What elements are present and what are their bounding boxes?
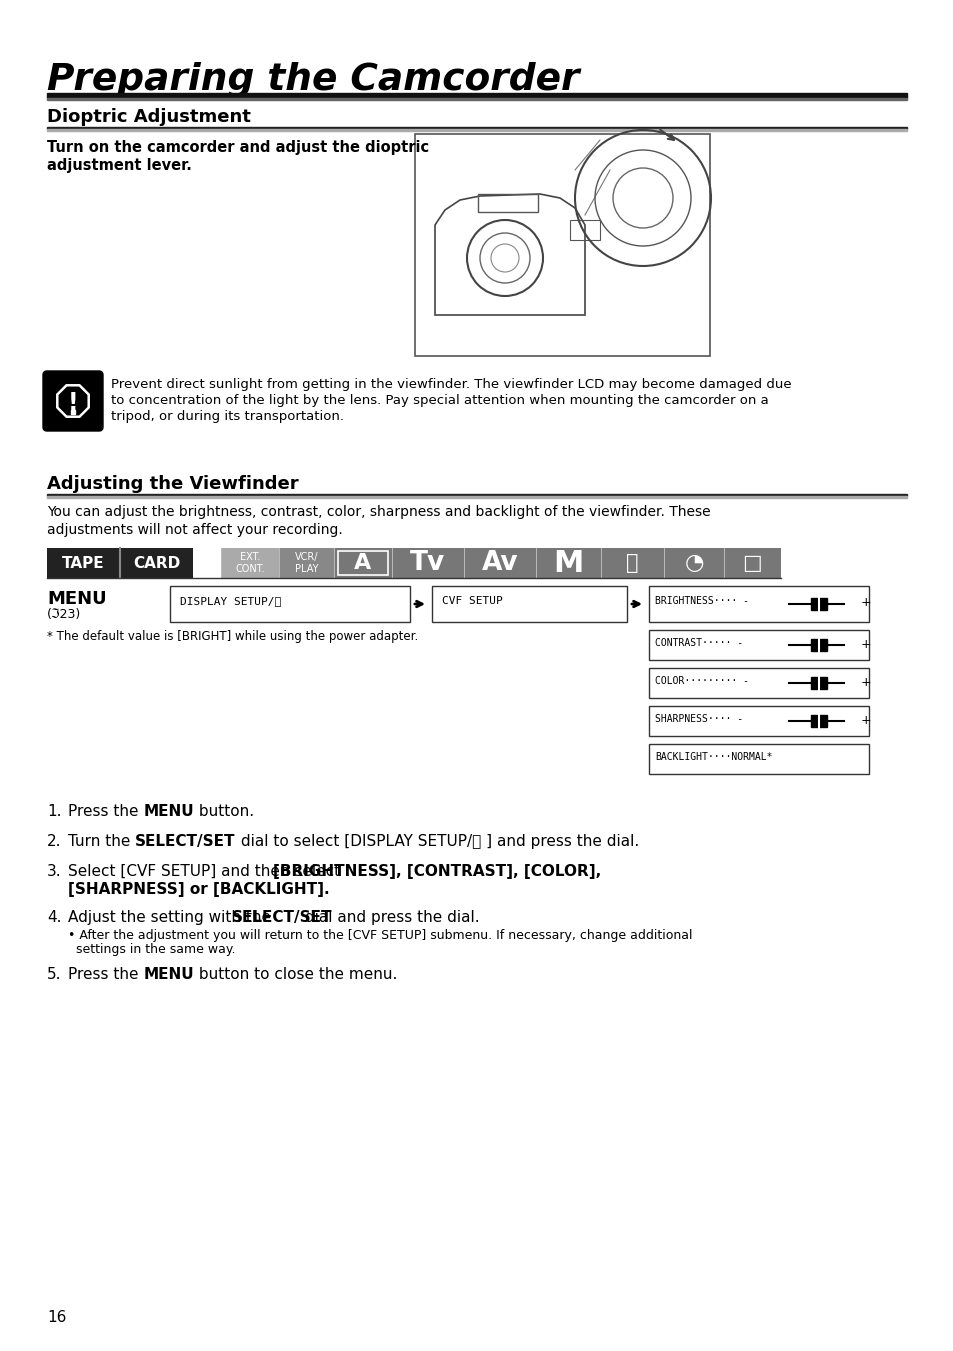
Text: MENU: MENU bbox=[143, 804, 193, 819]
Text: ◔: ◔ bbox=[683, 553, 703, 573]
Text: [SHARPNESS] or [BACKLIGHT].: [SHARPNESS] or [BACKLIGHT]. bbox=[68, 882, 330, 897]
Text: • After the adjustment you will return to the [CVF SETUP] submenu. If necessary,: • After the adjustment you will return t… bbox=[68, 929, 692, 942]
Text: EXT.
CONT.: EXT. CONT. bbox=[235, 553, 265, 574]
Text: +: + bbox=[861, 638, 871, 651]
Bar bbox=[723, 549, 781, 578]
Text: □: □ bbox=[741, 553, 761, 573]
Bar bbox=[170, 586, 410, 621]
FancyBboxPatch shape bbox=[43, 372, 103, 431]
Text: BACKLIGHT····NORMAL*: BACKLIGHT····NORMAL* bbox=[655, 753, 772, 762]
Text: adjustments will not affect your recording.: adjustments will not affect your recordi… bbox=[47, 523, 342, 536]
Bar bbox=[47, 549, 120, 578]
Text: SHARPNESS···· -: SHARPNESS···· - bbox=[655, 713, 742, 724]
Bar bbox=[648, 667, 868, 698]
Text: button.: button. bbox=[193, 804, 253, 819]
Text: MENU: MENU bbox=[47, 590, 107, 608]
Text: dial and press the dial.: dial and press the dial. bbox=[299, 911, 479, 925]
Text: Press the: Press the bbox=[68, 967, 143, 982]
Bar bbox=[392, 549, 463, 578]
Bar bbox=[648, 630, 868, 661]
Text: 1.: 1. bbox=[47, 804, 61, 819]
Text: VCR/
PLAY: VCR/ PLAY bbox=[294, 553, 318, 574]
Text: SELECT/SET: SELECT/SET bbox=[135, 834, 235, 848]
Text: Tv: Tv bbox=[410, 550, 445, 576]
Text: CVF SETUP: CVF SETUP bbox=[441, 596, 502, 607]
Text: TAPE: TAPE bbox=[62, 555, 105, 570]
Bar bbox=[415, 134, 709, 357]
Text: Prevent direct sunlight from getting in the viewfinder. The viewfinder LCD may b: Prevent direct sunlight from getting in … bbox=[111, 378, 791, 390]
Text: !: ! bbox=[68, 390, 78, 415]
Bar bbox=[810, 639, 826, 651]
Bar bbox=[663, 549, 723, 578]
Text: BRIGHTNESS···· -: BRIGHTNESS···· - bbox=[655, 596, 748, 607]
Text: Preparing the Camcorder: Preparing the Camcorder bbox=[47, 62, 578, 99]
Bar bbox=[569, 220, 599, 240]
Text: Select [CVF SETUP] and then select: Select [CVF SETUP] and then select bbox=[68, 865, 345, 880]
Text: Adjusting the Viewfinder: Adjusting the Viewfinder bbox=[47, 476, 298, 493]
Text: button to close the menu.: button to close the menu. bbox=[193, 967, 397, 982]
Text: SELECT/SET: SELECT/SET bbox=[232, 911, 332, 925]
Text: Press the: Press the bbox=[68, 804, 143, 819]
Bar bbox=[648, 586, 868, 621]
Text: 16: 16 bbox=[47, 1310, 67, 1325]
Text: Dioptric Adjustment: Dioptric Adjustment bbox=[47, 108, 251, 126]
Text: settings in the same way.: settings in the same way. bbox=[76, 943, 235, 957]
Bar bbox=[334, 549, 392, 578]
Text: COLOR········· -: COLOR········· - bbox=[655, 676, 748, 686]
Bar bbox=[810, 715, 826, 727]
Text: (ℑ23): (ℑ23) bbox=[47, 608, 81, 621]
Bar bbox=[120, 549, 193, 578]
Text: to concentration of the light by the lens. Pay special attention when mounting t: to concentration of the light by the len… bbox=[111, 394, 768, 407]
Text: dial to select [DISPLAY SETUP/ⓘ ] and press the dial.: dial to select [DISPLAY SETUP/ⓘ ] and pr… bbox=[235, 834, 639, 848]
Text: Turn on the camcorder and adjust the dioptric: Turn on the camcorder and adjust the dio… bbox=[47, 141, 429, 155]
Text: adjustment lever.: adjustment lever. bbox=[47, 158, 192, 173]
Text: Av: Av bbox=[481, 550, 517, 576]
Text: MENU: MENU bbox=[143, 967, 193, 982]
Text: 3.: 3. bbox=[47, 865, 62, 880]
Text: DISPLAY SETUP/ⓘ: DISPLAY SETUP/ⓘ bbox=[180, 596, 281, 607]
Bar bbox=[810, 598, 826, 611]
Bar bbox=[648, 707, 868, 736]
Bar bbox=[810, 677, 826, 689]
Bar bbox=[47, 496, 906, 499]
Bar bbox=[71, 409, 75, 413]
Bar bbox=[536, 549, 600, 578]
Text: 2.: 2. bbox=[47, 834, 61, 848]
Text: +: + bbox=[861, 713, 871, 727]
Text: CARD: CARD bbox=[132, 555, 180, 570]
Bar bbox=[463, 549, 536, 578]
Bar bbox=[47, 93, 906, 99]
Text: 4.: 4. bbox=[47, 911, 61, 925]
Text: M: M bbox=[553, 549, 583, 577]
Text: You can adjust the brightness, contrast, color, sharpness and backlight of the v: You can adjust the brightness, contrast,… bbox=[47, 505, 710, 519]
Bar bbox=[477, 195, 537, 212]
Bar bbox=[47, 494, 906, 496]
Bar bbox=[221, 549, 278, 578]
Bar bbox=[278, 549, 334, 578]
Text: CONTRAST····· -: CONTRAST····· - bbox=[655, 638, 742, 648]
Text: +: + bbox=[861, 596, 871, 609]
Text: +: + bbox=[861, 676, 871, 689]
Bar bbox=[648, 744, 868, 774]
Bar bbox=[432, 586, 626, 621]
Text: tripod, or during its transportation.: tripod, or during its transportation. bbox=[111, 409, 344, 423]
Bar bbox=[337, 551, 388, 576]
Text: [BRIGHTNESS], [CONTRAST], [COLOR],: [BRIGHTNESS], [CONTRAST], [COLOR], bbox=[273, 865, 600, 880]
Text: 5.: 5. bbox=[47, 967, 61, 982]
Text: A: A bbox=[354, 553, 372, 573]
Bar bbox=[600, 549, 663, 578]
Text: ⛵: ⛵ bbox=[625, 553, 639, 573]
Bar bbox=[47, 127, 906, 128]
Text: Turn the: Turn the bbox=[68, 834, 135, 848]
Bar bbox=[47, 128, 906, 131]
Text: Adjust the setting with the: Adjust the setting with the bbox=[68, 911, 275, 925]
Bar bbox=[47, 99, 906, 100]
Text: * The default value is [BRIGHT] while using the power adapter.: * The default value is [BRIGHT] while us… bbox=[47, 630, 417, 643]
